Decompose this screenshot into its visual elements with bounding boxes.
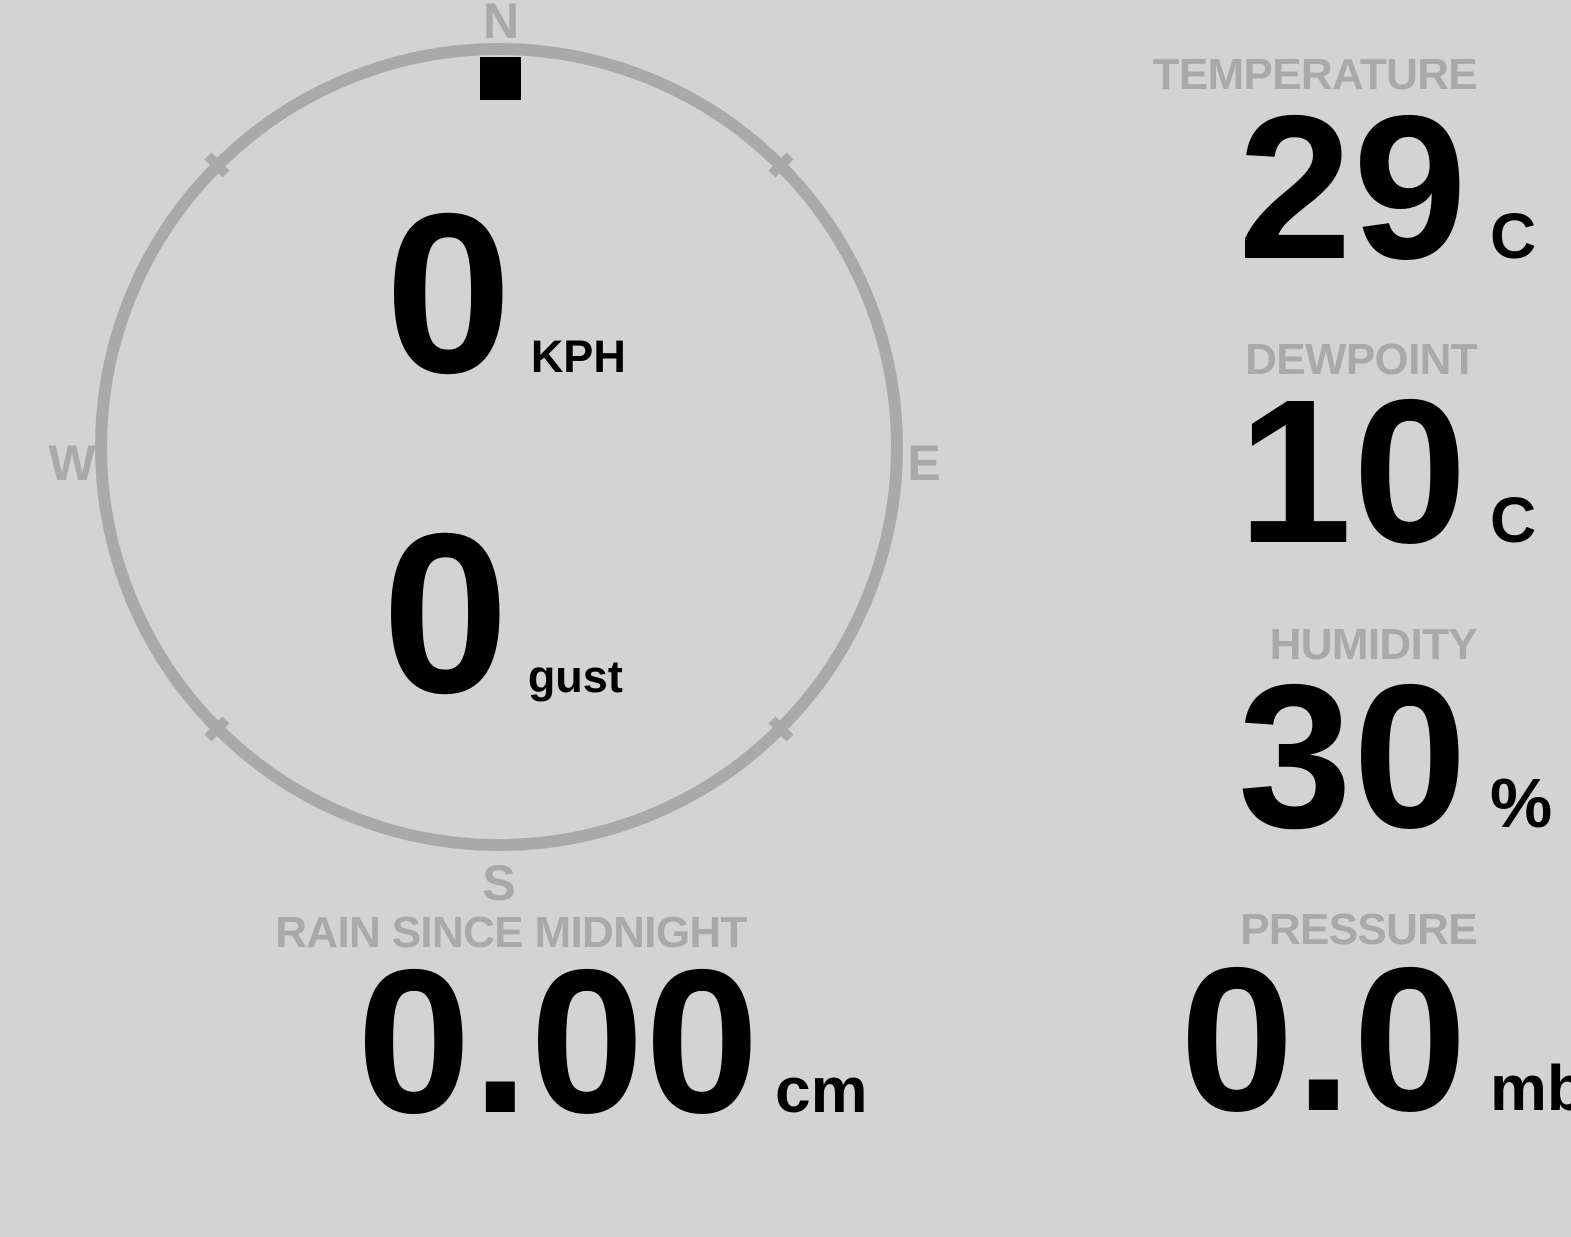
wind-gust-value: 0	[382, 487, 509, 741]
compass-ticks	[204, 152, 794, 742]
wind-direction-marker	[480, 57, 521, 100]
wind-speed-unit: KPH	[530, 331, 626, 382]
humidity-unit: %	[1490, 764, 1553, 842]
compass-circle	[95, 43, 903, 851]
temperature-value: 29	[1237, 73, 1468, 302]
wind-speed-row: 0 KPH	[385, 180, 626, 408]
compass-label-south: S	[482, 855, 516, 911]
humidity-label: HUMIDITY	[1269, 620, 1478, 669]
rain-label: RAIN SINCE MIDNIGHT	[275, 908, 747, 957]
rain-unit: cm	[775, 1054, 868, 1126]
pressure-label: PRESSURE	[1240, 905, 1477, 954]
rain-value: 0.00	[356, 927, 760, 1156]
pressure-value: 0.0	[1179, 925, 1468, 1154]
compass-label-north: N	[482, 0, 520, 49]
temperature-label: TEMPERATURE	[1152, 50, 1478, 99]
wind-speed-value: 0	[385, 167, 512, 421]
dewpoint-label: DEWPOINT	[1245, 335, 1477, 384]
humidity-value: 30	[1237, 642, 1468, 871]
temperature-unit: C	[1490, 200, 1537, 272]
compass-label-east: E	[907, 435, 941, 491]
wind-gust-row: 0 gust	[382, 500, 623, 728]
dewpoint-value: 10	[1237, 357, 1468, 586]
compass-label-west: W	[48, 435, 96, 491]
pressure-unit: mb	[1490, 1052, 1571, 1124]
dewpoint-unit: C	[1490, 484, 1537, 556]
wind-gust-unit: gust	[527, 651, 623, 702]
